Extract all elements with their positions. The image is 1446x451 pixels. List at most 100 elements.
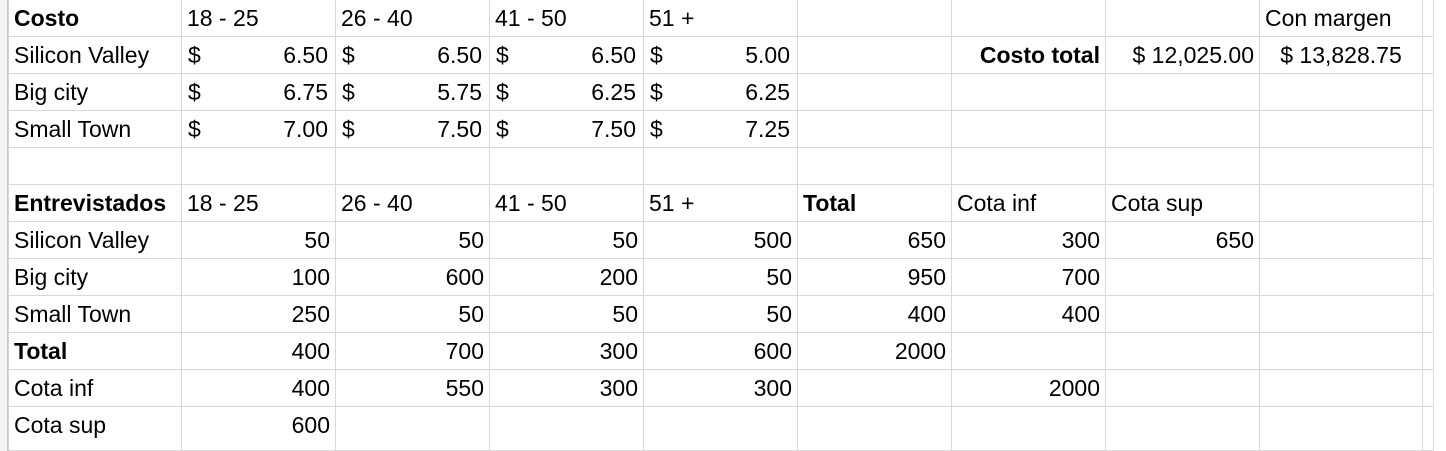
cell-age-41-50[interactable]: 41 - 50	[490, 185, 644, 222]
cell-cost-value[interactable]: $5.75	[336, 74, 490, 111]
cell-empty[interactable]	[1423, 370, 1434, 407]
cell-cost-value[interactable]: $5.00	[644, 37, 798, 74]
cell-empty[interactable]	[9, 148, 182, 185]
cell-count[interactable]: 50	[336, 296, 490, 333]
cell-empty[interactable]	[1260, 111, 1423, 148]
cell-age-26-40[interactable]: 26 - 40	[336, 185, 490, 222]
cell-empty[interactable]	[1260, 74, 1423, 111]
cell-count[interactable]: 100	[182, 259, 336, 296]
cell-age-41-50[interactable]: 41 - 50	[490, 0, 644, 37]
cell-cost-value[interactable]: $7.50	[490, 111, 644, 148]
cell-empty[interactable]	[490, 407, 644, 451]
cell-cota-inf[interactable]: 300	[952, 222, 1106, 259]
cell-row-total[interactable]: 650	[798, 222, 952, 259]
cell-costo-total-label[interactable]: Costo total	[952, 37, 1106, 74]
cell-cost-value[interactable]: $6.50	[336, 37, 490, 74]
cell-empty[interactable]	[952, 74, 1106, 111]
cell-empty[interactable]	[1260, 148, 1423, 185]
cell-cota-inf[interactable]: 550	[336, 370, 490, 407]
cell-cost-value[interactable]: $6.75	[182, 74, 336, 111]
cell-row-label[interactable]: Silicon Valley	[9, 222, 182, 259]
cell-age-26-40[interactable]: 26 - 40	[336, 0, 490, 37]
cell-cota-sup[interactable]	[1106, 296, 1260, 333]
cell-empty[interactable]	[1106, 370, 1260, 407]
cell-empty[interactable]	[1260, 407, 1423, 451]
cell-empty[interactable]	[798, 0, 952, 37]
cell-empty[interactable]	[1106, 407, 1260, 451]
cell-entrevistados-header[interactable]: Entrevistados	[9, 185, 182, 222]
cell-cost-value[interactable]: $6.50	[182, 37, 336, 74]
cell-cota-inf[interactable]: 400	[182, 370, 336, 407]
cell-cost-value[interactable]: $6.25	[490, 74, 644, 111]
cell-cost-value[interactable]: $6.50	[490, 37, 644, 74]
cell-count[interactable]: 200	[490, 259, 644, 296]
cell-count[interactable]: 50	[182, 222, 336, 259]
cell-con-margen-value[interactable]: $ 13,828.75	[1260, 37, 1423, 74]
cell-cota-inf[interactable]: 700	[952, 259, 1106, 296]
cell-empty[interactable]	[952, 111, 1106, 148]
cell-empty[interactable]	[1423, 296, 1434, 333]
cell-grand-total[interactable]: 2000	[798, 333, 952, 370]
cell-row-label[interactable]: Small Town	[9, 296, 182, 333]
cell-count[interactable]: 50	[336, 222, 490, 259]
cell-age-51-plus[interactable]: 51 +	[644, 185, 798, 222]
cell-empty[interactable]	[952, 333, 1106, 370]
cell-costo-header[interactable]: Costo	[9, 0, 182, 37]
cell-empty[interactable]	[1260, 222, 1423, 259]
cell-cost-value[interactable]: $7.50	[336, 111, 490, 148]
cell-empty[interactable]	[1106, 74, 1260, 111]
cell-row-total[interactable]: 950	[798, 259, 952, 296]
cell-empty[interactable]	[1260, 185, 1423, 222]
cell-count[interactable]: 50	[490, 222, 644, 259]
cell-empty[interactable]	[490, 148, 644, 185]
cell-row-label[interactable]: Big city	[9, 74, 182, 111]
cell-row-label[interactable]: Big city	[9, 259, 182, 296]
cell-column-total[interactable]: 700	[336, 333, 490, 370]
cell-age-18-25[interactable]: 18 - 25	[182, 185, 336, 222]
cell-empty[interactable]	[1423, 185, 1434, 222]
cell-con-margen-label[interactable]: Con margen	[1260, 0, 1423, 37]
cell-cota-inf-total[interactable]: 2000	[952, 370, 1106, 407]
cell-empty[interactable]	[1423, 37, 1434, 74]
cell-empty[interactable]	[644, 407, 798, 451]
cell-empty[interactable]	[798, 74, 952, 111]
cell-column-total[interactable]: 300	[490, 333, 644, 370]
cell-cota-inf-row-label[interactable]: Cota inf	[9, 370, 182, 407]
cell-empty[interactable]	[336, 148, 490, 185]
cell-empty[interactable]	[182, 148, 336, 185]
cell-empty[interactable]	[798, 370, 952, 407]
cell-empty[interactable]	[1106, 333, 1260, 370]
cell-empty[interactable]	[1423, 222, 1434, 259]
cell-empty[interactable]	[1423, 148, 1434, 185]
cell-column-total[interactable]: 600	[644, 333, 798, 370]
cell-empty[interactable]	[1106, 111, 1260, 148]
cell-count[interactable]: 50	[644, 259, 798, 296]
cell-cota-inf[interactable]: 300	[644, 370, 798, 407]
cell-total-header[interactable]: Total	[798, 185, 952, 222]
cell-empty[interactable]	[798, 37, 952, 74]
cell-age-51-plus[interactable]: 51 +	[644, 0, 798, 37]
cell-count[interactable]: 50	[644, 296, 798, 333]
cell-cota-sup[interactable]: 600	[182, 407, 336, 451]
cell-cota-sup[interactable]	[1106, 259, 1260, 296]
cell-empty[interactable]	[798, 111, 952, 148]
cell-empty[interactable]	[644, 148, 798, 185]
cell-empty[interactable]	[1260, 333, 1423, 370]
cell-cost-value[interactable]: $7.25	[644, 111, 798, 148]
cell-empty[interactable]	[1423, 407, 1434, 451]
cell-count[interactable]: 50	[490, 296, 644, 333]
cell-cota-sup-row-label[interactable]: Cota sup	[9, 407, 182, 451]
cell-empty[interactable]	[798, 148, 952, 185]
cell-empty[interactable]	[1423, 111, 1434, 148]
cell-empty[interactable]	[1423, 74, 1434, 111]
cell-costo-total-value[interactable]: $ 12,025.00	[1106, 37, 1260, 74]
cell-cota-inf[interactable]: 400	[952, 296, 1106, 333]
cell-empty[interactable]	[1260, 370, 1423, 407]
cell-cost-value[interactable]: $7.00	[182, 111, 336, 148]
cell-empty[interactable]	[952, 0, 1106, 37]
cell-cota-inf[interactable]: 300	[490, 370, 644, 407]
cell-empty[interactable]	[1106, 148, 1260, 185]
cell-empty[interactable]	[1106, 0, 1260, 37]
cell-count[interactable]: 500	[644, 222, 798, 259]
cell-empty[interactable]	[1423, 333, 1434, 370]
